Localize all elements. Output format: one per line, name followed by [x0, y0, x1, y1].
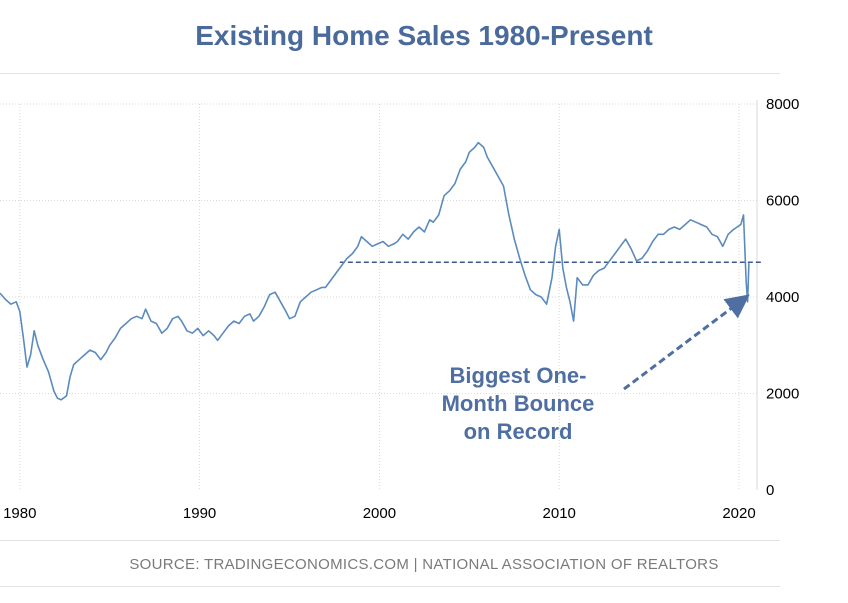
y-tick-label: 4000: [766, 289, 799, 306]
annotation-line-2: Month Bounce: [441, 391, 595, 416]
x-tick-label: 2000: [363, 505, 396, 522]
annotation-text: Biggest One- Month Bounce on Record: [408, 362, 628, 446]
annotation-line-3: on Record: [463, 419, 573, 444]
title-divider: [0, 73, 780, 74]
x-tick-label: 2010: [543, 505, 576, 522]
source-note: SOURCE: TRADINGECONOMICS.COM | NATIONAL …: [129, 556, 719, 573]
annotation-line-1: Biggest One-: [449, 363, 587, 388]
x-tick-label: 1990: [183, 505, 216, 522]
chart-title: Existing Home Sales 1980-Present: [195, 20, 653, 51]
x-tick-label: 1980: [3, 505, 36, 522]
y-tick-label: 8000: [766, 96, 799, 113]
source-divider-top: [0, 540, 780, 541]
x-tick-label: 2020: [722, 505, 755, 522]
source-divider-bottom: [0, 586, 780, 587]
y-tick-label: 0: [766, 482, 774, 499]
y-tick-label: 6000: [766, 193, 799, 210]
annotation-arrow: [623, 294, 750, 391]
y-tick-label: 2000: [766, 386, 799, 403]
series-line: [0, 141, 750, 401]
